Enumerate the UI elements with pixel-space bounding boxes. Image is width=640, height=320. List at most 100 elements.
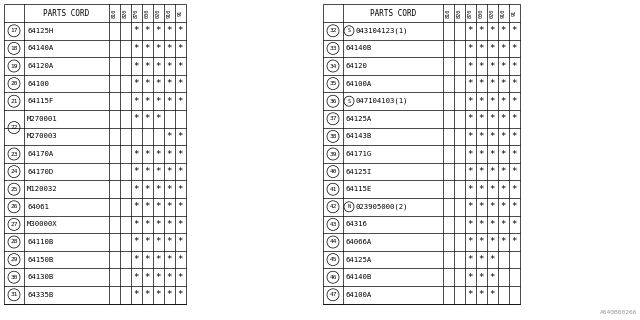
Text: *: *: [479, 44, 484, 53]
Text: *: *: [490, 61, 495, 70]
Text: 46: 46: [329, 275, 337, 280]
Text: *: *: [156, 255, 161, 264]
Text: *: *: [166, 44, 172, 53]
Text: *: *: [166, 290, 172, 299]
Text: *: *: [178, 132, 183, 141]
Text: S: S: [348, 28, 351, 33]
Text: 810: 810: [112, 8, 117, 18]
Text: *: *: [156, 149, 161, 158]
Text: *: *: [479, 185, 484, 194]
Text: *: *: [479, 97, 484, 106]
Text: 64061: 64061: [27, 204, 49, 210]
Text: *: *: [468, 273, 474, 282]
Text: *: *: [490, 273, 495, 282]
Text: *: *: [178, 167, 183, 176]
Text: *: *: [166, 61, 172, 70]
Text: 64140B: 64140B: [346, 274, 372, 280]
Text: *: *: [156, 237, 161, 246]
Text: 37: 37: [329, 116, 337, 121]
Text: *: *: [178, 220, 183, 229]
Text: *: *: [145, 114, 150, 123]
Text: 64120: 64120: [346, 63, 368, 69]
Text: *: *: [490, 114, 495, 123]
Text: *: *: [178, 237, 183, 246]
Text: *: *: [156, 220, 161, 229]
Text: 44: 44: [329, 239, 337, 244]
Text: *: *: [468, 202, 474, 211]
Text: 810: 810: [446, 8, 451, 18]
Text: *: *: [468, 79, 474, 88]
Text: *: *: [512, 61, 517, 70]
Text: *: *: [134, 26, 140, 35]
Text: 36: 36: [329, 99, 337, 104]
Text: 29: 29: [10, 257, 18, 262]
Text: 020: 020: [490, 8, 495, 18]
Text: *: *: [134, 61, 140, 70]
Text: 23: 23: [10, 151, 18, 156]
Text: *: *: [512, 167, 517, 176]
Text: 64171G: 64171G: [346, 151, 372, 157]
Text: *: *: [479, 61, 484, 70]
Text: *: *: [479, 273, 484, 282]
Text: *: *: [178, 255, 183, 264]
Text: *: *: [468, 220, 474, 229]
Text: *: *: [145, 61, 150, 70]
Text: *: *: [468, 132, 474, 141]
Text: *: *: [490, 26, 495, 35]
Text: *: *: [512, 79, 517, 88]
Text: 64100: 64100: [27, 81, 49, 87]
Text: *: *: [156, 26, 161, 35]
Text: *: *: [145, 149, 150, 158]
Text: *: *: [145, 97, 150, 106]
Text: *: *: [490, 44, 495, 53]
Text: *: *: [178, 185, 183, 194]
Text: *: *: [166, 167, 172, 176]
Text: *: *: [156, 79, 161, 88]
Text: *: *: [145, 185, 150, 194]
Text: 30: 30: [10, 275, 18, 280]
Text: 64150B: 64150B: [27, 257, 53, 263]
Text: 020: 020: [156, 8, 161, 18]
Text: 33: 33: [329, 46, 337, 51]
Text: 043104123(1): 043104123(1): [355, 28, 408, 34]
Text: 023905000(2): 023905000(2): [355, 204, 408, 210]
Text: *: *: [166, 202, 172, 211]
Text: *: *: [134, 114, 140, 123]
Text: 18: 18: [10, 46, 18, 51]
Text: *: *: [500, 132, 506, 141]
Text: *: *: [166, 97, 172, 106]
Text: *: *: [134, 167, 140, 176]
Text: PARTS CORD: PARTS CORD: [44, 9, 90, 18]
Text: *: *: [166, 26, 172, 35]
Text: *: *: [512, 149, 517, 158]
Text: *: *: [178, 97, 183, 106]
Text: *: *: [134, 79, 140, 88]
Text: *: *: [490, 220, 495, 229]
Text: *: *: [490, 79, 495, 88]
Text: *: *: [178, 149, 183, 158]
Text: *: *: [134, 273, 140, 282]
Text: 64316: 64316: [346, 221, 368, 228]
Text: *: *: [468, 290, 474, 299]
Text: *: *: [166, 237, 172, 246]
Text: 64110B: 64110B: [27, 239, 53, 245]
Text: A640B00266: A640B00266: [600, 310, 637, 315]
Text: *: *: [166, 273, 172, 282]
Text: *: *: [145, 44, 150, 53]
Text: *: *: [134, 237, 140, 246]
Text: *: *: [156, 273, 161, 282]
Text: *: *: [468, 114, 474, 123]
Text: *: *: [178, 273, 183, 282]
Text: *: *: [479, 149, 484, 158]
Text: *: *: [134, 97, 140, 106]
Text: 64125A: 64125A: [346, 116, 372, 122]
Text: *: *: [512, 185, 517, 194]
Text: 43: 43: [329, 222, 337, 227]
Text: 820: 820: [457, 8, 462, 18]
Text: 64125H: 64125H: [27, 28, 53, 34]
Text: *: *: [145, 237, 150, 246]
Text: *: *: [145, 79, 150, 88]
Text: 000: 000: [145, 8, 150, 18]
Text: *: *: [166, 220, 172, 229]
Text: *: *: [134, 220, 140, 229]
